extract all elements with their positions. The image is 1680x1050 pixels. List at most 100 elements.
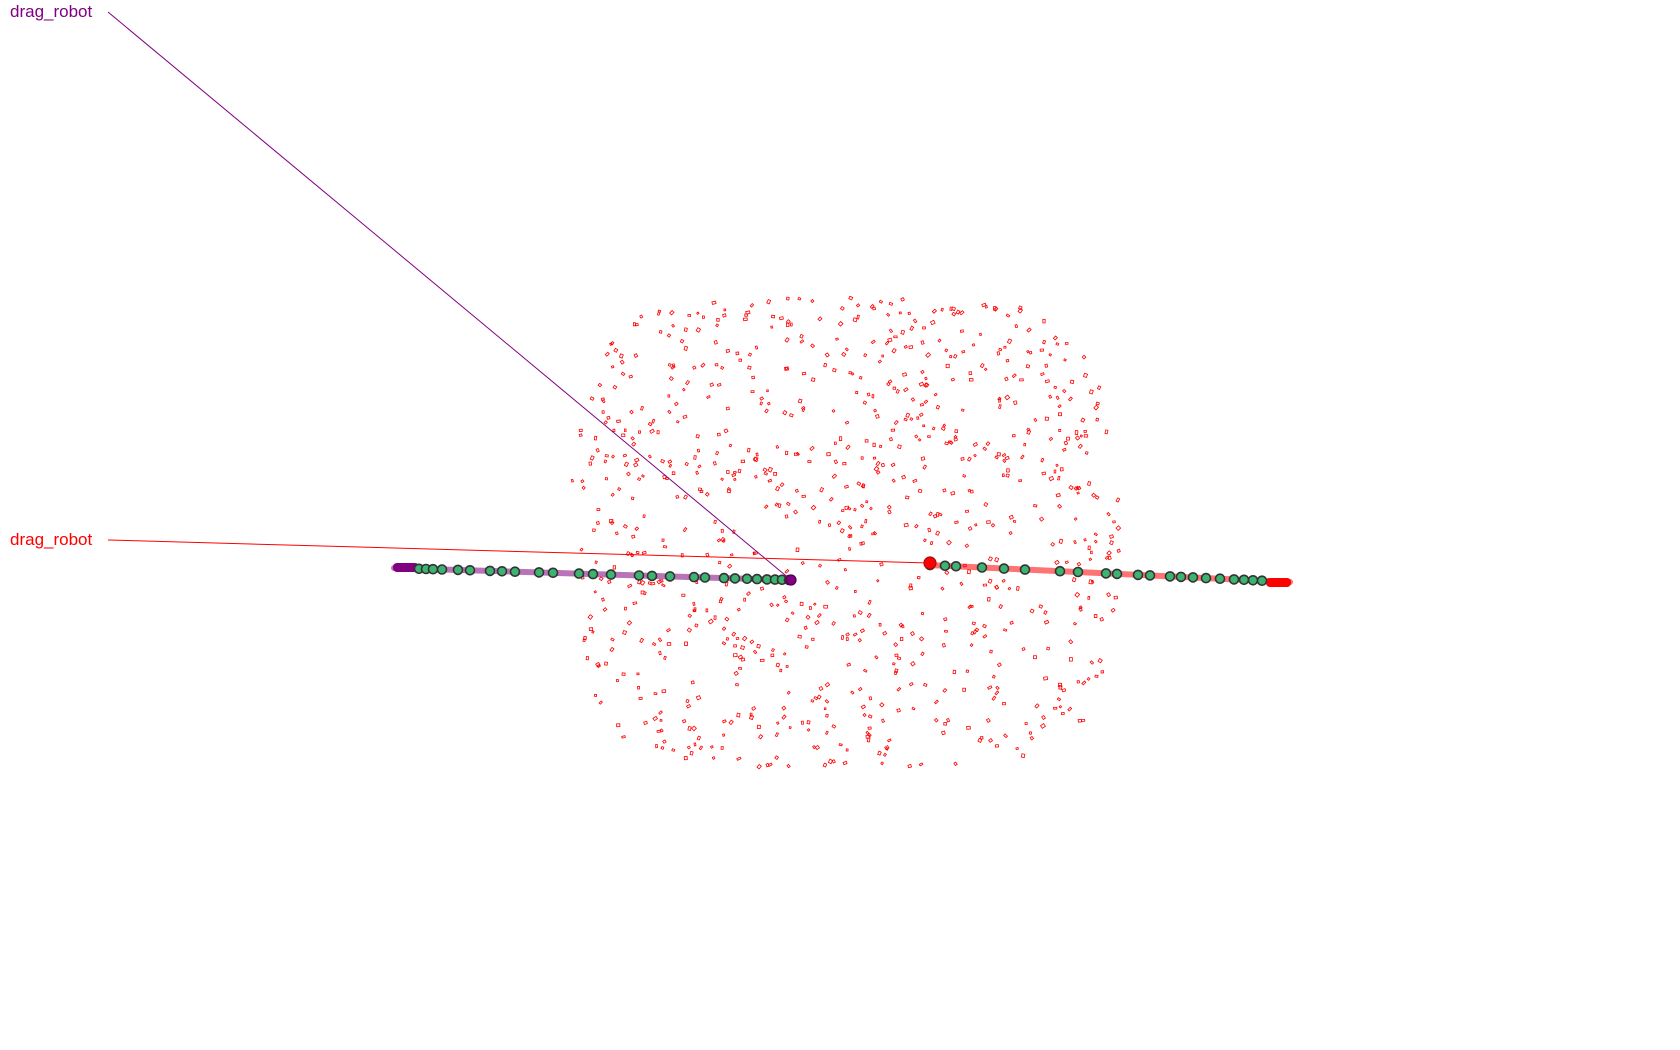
waypoint-marker	[699, 572, 711, 583]
particle-marker	[731, 631, 737, 637]
waypoint-marker	[1100, 568, 1112, 579]
robot-label-purple[interactable]: drag_robot	[10, 2, 93, 21]
particle-marker	[687, 613, 693, 619]
waypoint-marker	[1175, 571, 1187, 583]
particle-marker	[1089, 660, 1095, 665]
particle-marker	[993, 306, 997, 311]
particle-marker	[1055, 493, 1061, 498]
particle-marker	[987, 578, 993, 584]
particle-marker	[764, 408, 769, 414]
particle-marker	[920, 340, 925, 345]
particle-marker	[845, 444, 851, 450]
particle-marker	[667, 362, 672, 367]
particle-marker	[670, 365, 676, 370]
particle-marker	[914, 434, 919, 439]
particle-marker	[998, 404, 1002, 410]
particle-marker	[639, 637, 645, 644]
particle-marker	[825, 713, 829, 718]
particle-marker	[767, 466, 773, 473]
particle-marker	[667, 409, 672, 415]
particle-marker	[1080, 417, 1086, 423]
particle-marker	[996, 452, 1001, 457]
particle-marker	[832, 368, 837, 373]
particle-marker	[1090, 550, 1093, 555]
particle-marker	[641, 550, 647, 555]
particle-marker	[707, 618, 714, 625]
particle-marker	[960, 457, 965, 461]
particle-marker	[1082, 372, 1089, 379]
particle-marker	[775, 603, 780, 608]
particle-marker	[669, 309, 675, 316]
particle-marker	[856, 314, 860, 320]
particle-marker	[973, 453, 977, 458]
leader-line-red	[107, 539, 931, 564]
particle-marker	[979, 332, 982, 336]
particle-marker	[696, 448, 701, 453]
particle-marker	[785, 501, 791, 507]
particle-marker	[1074, 591, 1081, 598]
particle-marker	[818, 685, 824, 692]
particle-marker	[1048, 353, 1053, 357]
particle-marker	[749, 303, 755, 308]
particle-marker	[1057, 404, 1062, 409]
particle-marker	[893, 642, 899, 648]
particle-marker	[671, 363, 676, 368]
particle-marker	[782, 595, 787, 600]
particle-marker	[834, 585, 839, 590]
particle-marker	[713, 615, 717, 620]
particle-marker	[686, 627, 693, 633]
waypoint-marker	[533, 567, 545, 578]
particle-marker	[671, 323, 676, 328]
particle-marker	[759, 401, 764, 406]
particle-marker	[658, 650, 662, 656]
particle-marker	[675, 420, 680, 424]
particle-marker	[952, 353, 958, 359]
particle-marker	[741, 635, 748, 642]
particle-marker	[938, 512, 943, 517]
particle-marker	[775, 444, 780, 449]
particle-marker	[914, 523, 919, 529]
particle-marker	[1087, 481, 1092, 487]
particle-marker	[982, 634, 988, 639]
particle-marker	[752, 456, 758, 462]
waypoint-marker	[1256, 575, 1268, 587]
particle-marker	[697, 464, 702, 469]
particle-marker	[863, 353, 868, 358]
particle-marker	[642, 514, 646, 518]
particle-marker	[875, 414, 880, 419]
particle-marker	[1013, 400, 1018, 406]
particle-marker	[994, 556, 1000, 563]
particle-marker	[969, 643, 974, 648]
waypoint-marker	[605, 569, 617, 580]
particle-marker	[770, 653, 775, 658]
particle-marker	[716, 538, 722, 543]
particle-marker	[1110, 607, 1116, 613]
particle-marker	[843, 567, 847, 572]
particle-marker	[766, 389, 769, 393]
particle-marker	[656, 579, 663, 585]
particle-marker	[818, 519, 822, 524]
particle-marker	[929, 541, 934, 546]
particle-marker	[781, 705, 787, 711]
waypoint-marker	[1187, 572, 1199, 583]
particle-marker	[996, 351, 1001, 356]
particle-marker	[880, 718, 886, 724]
particle-marker	[1077, 443, 1083, 449]
particle-marker	[896, 708, 901, 713]
particle-marker	[878, 444, 883, 448]
particle-marker	[774, 732, 779, 738]
particle-marker	[942, 688, 948, 693]
particle-marker	[632, 601, 638, 605]
particle-marker	[935, 404, 941, 410]
particle-marker	[900, 329, 906, 335]
particle-marker	[1093, 532, 1098, 537]
particle-marker	[1084, 451, 1089, 455]
particle-marker	[852, 317, 858, 323]
robot-label-red[interactable]: drag_robot	[10, 530, 93, 549]
particle-marker	[749, 712, 753, 717]
particle-marker	[1071, 577, 1077, 583]
particle-marker	[687, 726, 692, 732]
particle-marker	[888, 328, 894, 334]
